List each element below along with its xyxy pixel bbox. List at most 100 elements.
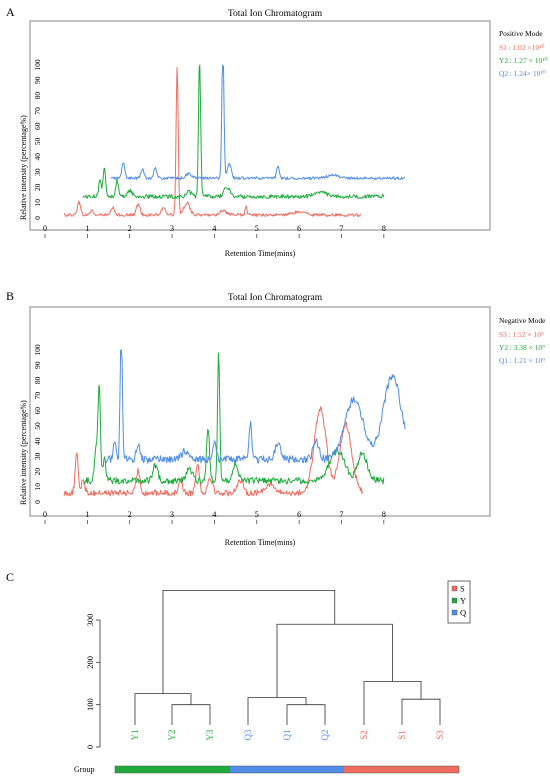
panel-b-legend: S3 : 1.52 × 10⁹ Y2 : 3.38 × 10⁹ Q1 : 1.21 … xyxy=(499,330,545,365)
dendro-y-tick-label: 300 xyxy=(85,614,95,627)
x-tick-label: 0 xyxy=(43,510,47,519)
dendro-link xyxy=(247,697,307,725)
y-tick-label: 30 xyxy=(33,168,42,176)
x-tick-label: 8 xyxy=(382,510,386,519)
group-label: Group xyxy=(74,765,94,774)
y-tick-label: 50 xyxy=(33,138,42,146)
leaf-label: S2 xyxy=(359,730,369,740)
y-tick-label: 80 xyxy=(33,376,42,384)
panel-c-dendrogram: 0 100 200 300 Y1 Y2 Y3 Q3 Q1 Q2 S2 S1 S3 xyxy=(85,589,445,749)
y-tick-label: 40 xyxy=(33,153,42,161)
x-tick-label: 5 xyxy=(255,510,259,519)
series-line-s3 xyxy=(63,406,364,497)
y-tick-label: 0 xyxy=(33,216,42,220)
x-tick-label: 6 xyxy=(297,510,301,519)
y-tick-label: 80 xyxy=(33,92,42,100)
x-tick-label: 3 xyxy=(170,510,174,519)
panel-b-plot: 0 10 20 30 40 50 60 70 80 90 100 0 1 2 3 4 5 6 7 8 xyxy=(33,344,406,524)
x-tick-label: 1 xyxy=(85,510,89,519)
x-tick-label: 7 xyxy=(339,510,343,519)
leaf-label: Q3 xyxy=(243,729,253,740)
dendro-link xyxy=(134,693,192,725)
legend-entry: Y2 : 3.38 × 10⁹ xyxy=(499,343,545,352)
panel-b-letter: B xyxy=(6,289,14,303)
panel-a-frame xyxy=(29,20,491,231)
panel-b-title: Total Ion Chromatogram xyxy=(228,293,323,303)
dendro-link xyxy=(276,623,393,698)
leaf-label: S1 xyxy=(397,730,407,740)
y-tick-label: 90 xyxy=(33,76,42,84)
x-tick-label: 8 xyxy=(382,224,386,233)
dendro-y-tick-label: 200 xyxy=(85,656,95,669)
series-line-q2 xyxy=(110,64,405,181)
leaf-label: Y2 xyxy=(167,730,177,741)
x-tick-label: 2 xyxy=(128,510,132,519)
group-bar-q xyxy=(230,766,344,773)
x-tick-label: 6 xyxy=(297,224,301,233)
leaf-label: S3 xyxy=(435,730,445,740)
panel-a-legend-title: Positive Mode xyxy=(499,29,543,38)
leaf-label: Y3 xyxy=(205,729,215,740)
legend-entry: Q1 : 1.21 × 10⁹ xyxy=(499,356,545,365)
y-tick-label: 70 xyxy=(33,392,42,400)
y-tick-label: 100 xyxy=(33,344,42,356)
series-line-q1 xyxy=(105,349,406,464)
y-tick-label: 10 xyxy=(33,199,42,207)
group-bar-y xyxy=(115,766,230,773)
x-tick-label: 7 xyxy=(339,224,343,233)
panel-a-legend: S1 : 1.02 ×10¹⁰ Y2 : 1.27 × 10¹⁰ Q2 : 1.24… xyxy=(499,43,548,78)
y-tick-label: 20 xyxy=(33,183,42,191)
y-tick-label: 90 xyxy=(33,361,42,369)
panel-a-plot: 0 10 20 30 40 50 60 70 80 90 100 0 1 2 3 4 5 6 7 8 xyxy=(33,59,405,238)
dendro-y-tick-label: 100 xyxy=(85,698,95,711)
legend-entry: S3 : 1.52 × 10⁹ xyxy=(499,330,544,339)
panel-a-xlabel: Retention Time(mins) xyxy=(225,249,296,258)
x-tick-label: 2 xyxy=(128,224,132,233)
x-tick-label: 3 xyxy=(170,224,174,233)
leaf-label: Q2 xyxy=(320,730,330,741)
dendro-link xyxy=(162,589,336,694)
legend-swatch xyxy=(451,609,458,616)
y-tick-label: 30 xyxy=(33,452,42,460)
series-line-y2 xyxy=(83,352,385,485)
series-line-s1 xyxy=(63,67,361,217)
x-tick-label: 5 xyxy=(255,224,259,233)
dendro-link xyxy=(171,704,211,725)
panel-a-title: Total Ion Chromatogram xyxy=(228,9,323,19)
y-tick-label: 100 xyxy=(33,59,42,71)
panel-c-letter: C xyxy=(6,570,14,584)
series-line-y2 xyxy=(82,64,385,199)
dendro-link xyxy=(363,680,422,725)
legend-swatch xyxy=(451,585,458,592)
legend-entry: Y xyxy=(460,596,466,606)
legend-entry: Q2 : 1.24× 10¹⁰ xyxy=(499,69,546,78)
group-bar-s xyxy=(344,766,459,773)
dendro-y-tick-label: 0 xyxy=(85,745,95,749)
panel-b-legend-title: Negative Mode xyxy=(499,316,546,325)
y-tick-label: 60 xyxy=(33,407,42,415)
y-tick-label: 50 xyxy=(33,422,42,430)
x-tick-label: 4 xyxy=(212,224,216,233)
legend-entry: S xyxy=(460,584,465,594)
legend-swatch xyxy=(451,597,458,604)
legend-entry: Y2 : 1.27 × 10¹⁰ xyxy=(499,56,548,65)
group-bar xyxy=(114,765,460,774)
y-tick-label: 70 xyxy=(33,107,42,115)
y-tick-label: 40 xyxy=(33,437,42,445)
legend-entry: Q xyxy=(460,608,466,618)
dendro-link xyxy=(286,704,326,725)
y-tick-label: 10 xyxy=(33,483,42,491)
leaf-label: Y1 xyxy=(130,730,140,741)
panel-b-ylabel: Relative intensity (percentage%) xyxy=(19,400,28,505)
legend-entry: S1 : 1.02 ×10¹⁰ xyxy=(499,43,544,52)
panel-b-xlabel: Retention Time(mins) xyxy=(225,538,296,547)
y-tick-label: 20 xyxy=(33,468,42,476)
group-bar-outline xyxy=(114,765,460,774)
dendro-link xyxy=(401,698,441,725)
y-tick-label: 0 xyxy=(33,500,42,504)
y-tick-label: 60 xyxy=(33,122,42,130)
panel-c-legend: SYQ xyxy=(447,580,471,624)
x-tick-label: 1 xyxy=(85,224,89,233)
panel-a-letter: A xyxy=(6,5,15,19)
